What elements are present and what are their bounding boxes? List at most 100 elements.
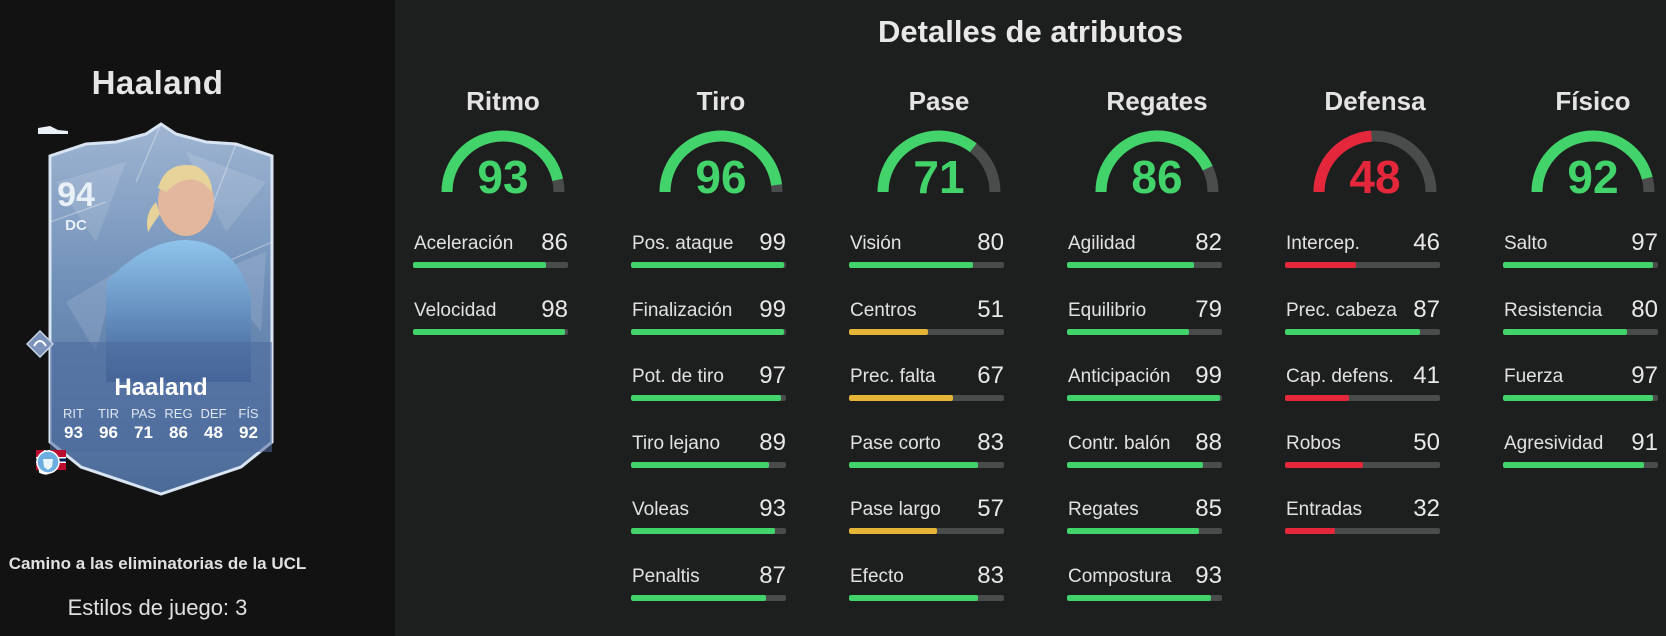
- attribute-row: Agilidad 82: [1067, 229, 1222, 271]
- attribute-row: Aceleración 86: [413, 229, 568, 271]
- card-stat-value: 71: [134, 423, 153, 442]
- attribute-bar: [1285, 528, 1440, 534]
- attribute-value: 83: [977, 429, 1004, 456]
- attribute-bar: [631, 528, 786, 534]
- attribute-bar: [413, 262, 568, 268]
- card-rating: 94: [57, 176, 95, 214]
- attribute-bar: [1503, 329, 1658, 335]
- attribute-value: 97: [1631, 229, 1658, 256]
- attribute-bar-fill: [849, 329, 929, 335]
- attribute-bar-fill: [849, 262, 973, 268]
- player-card[interactable]: 94 DC Haaland RIT 93 TIR 96 PAS 71 REG 8…: [36, 122, 286, 497]
- attribute-label: Agresividad: [1504, 433, 1604, 454]
- attribute-value: 99: [1195, 362, 1222, 389]
- attribute-label: Compostura: [1068, 566, 1172, 587]
- attribute-label: Voleas: [632, 499, 690, 520]
- attribute-row: Resistencia 80: [1503, 296, 1658, 338]
- attribute-bar: [1285, 262, 1440, 268]
- attribute-label: Fuerza: [1504, 366, 1564, 387]
- attribute-bar: [1067, 329, 1222, 335]
- card-stat: RIT 93: [56, 406, 91, 443]
- attribute-label: Efecto: [850, 566, 904, 587]
- attribute-bar: [1067, 462, 1222, 468]
- attribute-bar: [631, 462, 786, 468]
- attribute-column: Físico 92 Salto 97 Resistencia 80 Fuerza 97 Agre…: [1503, 0, 1663, 636]
- category-gauge: 86: [1092, 126, 1222, 203]
- category-title: Tiro: [696, 86, 746, 116]
- playstyles-count[interactable]: Estilos de juego: 3: [67, 595, 248, 620]
- attribute-label: Regates: [1068, 499, 1139, 520]
- category-title: Ritmo: [466, 86, 540, 116]
- card-player-name: Haaland: [114, 374, 208, 401]
- attribute-bar: [1067, 528, 1222, 534]
- attribute-row: Voleas 93: [631, 495, 786, 537]
- attribute-row: Prec. falta 67: [849, 362, 1004, 404]
- attribute-bar-fill: [1503, 395, 1654, 401]
- attribute-value: 57: [977, 495, 1004, 522]
- category-rating: 93: [477, 151, 529, 203]
- attribute-value: 46: [1413, 229, 1440, 256]
- gauge-fill: [1313, 130, 1373, 193]
- attribute-column: Regates 86 Agilidad 82 Equilibrio 79 Anticipac…: [1067, 0, 1227, 636]
- attribute-value: 82: [1195, 229, 1222, 256]
- gauge-arc: [1313, 130, 1437, 193]
- category-gauge: 71: [874, 126, 1004, 203]
- attribute-bar-fill: [1285, 395, 1349, 401]
- attribute-row: Velocidad 98: [413, 296, 568, 338]
- playstyle-diamond-icon: [26, 330, 54, 358]
- attribute-bar: [1067, 395, 1222, 401]
- attribute-value: 80: [977, 229, 1004, 256]
- attribute-bar: [631, 329, 786, 335]
- category-rating: 86: [1131, 151, 1183, 203]
- attribute-label: Finalización: [632, 300, 733, 321]
- attribute-bar: [631, 262, 786, 268]
- attribute-row: Anticipación 99: [1067, 362, 1222, 404]
- attribute-row: Penaltis 87: [631, 562, 786, 604]
- attribute-bar-fill: [849, 595, 978, 601]
- attribute-value: 51: [977, 296, 1004, 323]
- attribute-bar-fill: [1067, 595, 1212, 601]
- attribute-column: Ritmo 93 Aceleración 86 Velocidad 98: [413, 0, 573, 636]
- attribute-bar: [1067, 262, 1222, 268]
- gauge-fill: [1095, 130, 1213, 193]
- attribute-bar: [413, 329, 568, 335]
- attribute-row: Compostura 93: [1067, 562, 1222, 604]
- attribute-bar-fill: [849, 528, 938, 534]
- attribute-row: Fuerza 97: [1503, 362, 1658, 404]
- attribute-value: 86: [541, 229, 568, 256]
- attribute-label: Pos. ataque: [632, 233, 734, 254]
- category-gauge: 48: [1310, 126, 1440, 203]
- attribute-row: Cap. defens. 41: [1285, 362, 1440, 404]
- attribute-bar: [849, 462, 1004, 468]
- category-title: Pase: [908, 86, 970, 116]
- attribute-bar-fill: [631, 528, 776, 534]
- attribute-value: 50: [1413, 429, 1440, 456]
- card-stat: FÍS 92: [231, 406, 266, 443]
- attribute-row: Centros 51: [849, 296, 1004, 338]
- card-stat-label: PAS: [130, 406, 157, 421]
- attribute-bar-fill: [1067, 528, 1199, 534]
- attribute-label: Anticipación: [1068, 366, 1171, 387]
- card-stat-label: REG: [164, 406, 193, 421]
- attribute-bar: [631, 395, 786, 401]
- card-background: [48, 122, 274, 496]
- attribute-bar-fill: [849, 395, 953, 401]
- attribute-value: 87: [759, 562, 786, 589]
- attribute-column: Defensa 48 Intercep. 46 Prec. cabeza 87 Cap. d…: [1285, 0, 1445, 636]
- attribute-row: Efecto 83: [849, 562, 1004, 604]
- attribute-value: 88: [1195, 429, 1222, 456]
- attribute-bar-fill: [1285, 329, 1420, 335]
- category-rating: 92: [1567, 151, 1619, 203]
- category-title: Físico: [1555, 86, 1631, 116]
- attribute-bar: [1285, 395, 1440, 401]
- card-stat-label: TIR: [98, 406, 119, 421]
- attribute-bar: [849, 528, 1004, 534]
- category-rating: 96: [695, 151, 747, 203]
- attribute-label: Contr. balón: [1068, 433, 1171, 454]
- attribute-bar-fill: [1067, 329, 1190, 335]
- attribute-label: Visión: [850, 233, 902, 254]
- card-stat-label: DEF: [200, 406, 227, 421]
- attribute-label: Cap. defens.: [1286, 366, 1394, 387]
- category-title: Regates: [1106, 86, 1208, 116]
- attribute-label: Intercep.: [1286, 233, 1360, 254]
